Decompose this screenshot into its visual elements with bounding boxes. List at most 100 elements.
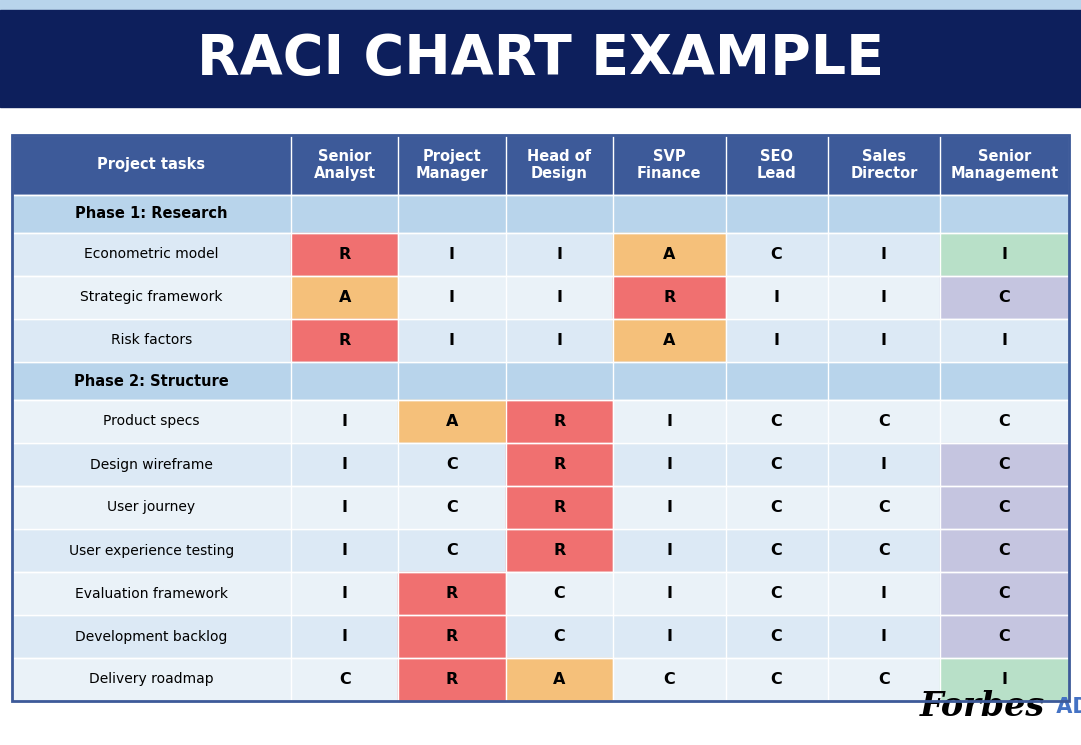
Text: Sales
Director: Sales Director: [850, 149, 918, 181]
Bar: [12, 443, 291, 486]
Text: C: C: [878, 543, 890, 558]
Text: I: I: [1002, 247, 1007, 262]
Bar: [506, 233, 613, 276]
Bar: [398, 443, 506, 486]
Bar: [725, 486, 828, 529]
Text: Development backlog: Development backlog: [76, 630, 228, 644]
Text: I: I: [774, 333, 779, 348]
Text: I: I: [557, 247, 562, 262]
Text: I: I: [342, 500, 348, 515]
Bar: [940, 658, 1069, 701]
Bar: [0, 10, 1081, 107]
Bar: [725, 195, 828, 233]
Bar: [506, 658, 613, 701]
Bar: [613, 233, 725, 276]
Bar: [398, 572, 506, 615]
Bar: [613, 276, 725, 319]
Text: A: A: [445, 414, 458, 429]
Text: Strategic framework: Strategic framework: [80, 291, 223, 305]
Text: I: I: [557, 333, 562, 348]
Text: I: I: [666, 457, 672, 472]
Text: I: I: [881, 457, 886, 472]
Text: C: C: [553, 586, 565, 601]
Text: C: C: [999, 457, 1011, 472]
Bar: [398, 658, 506, 701]
Bar: [291, 529, 398, 572]
Text: R: R: [663, 290, 676, 305]
Text: Project tasks: Project tasks: [97, 157, 205, 173]
Bar: [12, 572, 291, 615]
Bar: [725, 572, 828, 615]
Bar: [398, 276, 506, 319]
Bar: [291, 319, 398, 362]
Bar: [828, 529, 940, 572]
Text: I: I: [881, 629, 886, 644]
Bar: [506, 572, 613, 615]
Text: I: I: [342, 586, 348, 601]
Text: I: I: [881, 333, 886, 348]
Bar: [506, 276, 613, 319]
Bar: [291, 615, 398, 658]
Bar: [398, 195, 506, 233]
Bar: [940, 443, 1069, 486]
Bar: [828, 658, 940, 701]
Text: C: C: [771, 629, 783, 644]
Text: C: C: [878, 672, 890, 687]
Text: A: A: [553, 672, 565, 687]
Bar: [828, 486, 940, 529]
Bar: [725, 529, 828, 572]
Bar: [725, 135, 828, 195]
Bar: [291, 486, 398, 529]
Text: I: I: [881, 290, 886, 305]
Bar: [506, 443, 613, 486]
Bar: [0, 0, 1081, 10]
Text: R: R: [553, 457, 565, 472]
Bar: [725, 319, 828, 362]
Bar: [940, 615, 1069, 658]
Bar: [613, 615, 725, 658]
Bar: [725, 233, 828, 276]
Bar: [398, 486, 506, 529]
Bar: [506, 135, 613, 195]
Bar: [506, 400, 613, 443]
Bar: [506, 319, 613, 362]
Text: I: I: [774, 290, 779, 305]
Bar: [725, 362, 828, 400]
Text: C: C: [446, 457, 458, 472]
Text: A: A: [663, 333, 676, 348]
Bar: [506, 195, 613, 233]
Text: I: I: [557, 290, 562, 305]
Text: I: I: [449, 290, 455, 305]
Text: Phase 1: Research: Phase 1: Research: [76, 206, 228, 221]
Text: C: C: [999, 500, 1011, 515]
Bar: [291, 276, 398, 319]
Text: Risk factors: Risk factors: [111, 334, 192, 347]
Bar: [828, 572, 940, 615]
Bar: [398, 400, 506, 443]
Bar: [613, 572, 725, 615]
Text: Head of
Design: Head of Design: [528, 149, 591, 181]
Bar: [613, 195, 725, 233]
Text: C: C: [999, 586, 1011, 601]
Text: I: I: [449, 333, 455, 348]
Bar: [12, 362, 291, 400]
Text: I: I: [666, 543, 672, 558]
Bar: [613, 529, 725, 572]
Text: Senior
Analyst: Senior Analyst: [313, 149, 376, 181]
Text: I: I: [666, 586, 672, 601]
Bar: [828, 400, 940, 443]
Bar: [291, 658, 398, 701]
Bar: [940, 529, 1069, 572]
Text: Senior
Management: Senior Management: [950, 149, 1058, 181]
Text: Phase 2: Structure: Phase 2: Structure: [75, 373, 229, 388]
Text: I: I: [1002, 333, 1007, 348]
Text: I: I: [342, 414, 348, 429]
Text: C: C: [446, 500, 458, 515]
Bar: [940, 486, 1069, 529]
Text: R: R: [445, 586, 458, 601]
Bar: [398, 615, 506, 658]
Bar: [291, 195, 398, 233]
Text: C: C: [999, 629, 1011, 644]
Bar: [291, 400, 398, 443]
Text: C: C: [771, 457, 783, 472]
